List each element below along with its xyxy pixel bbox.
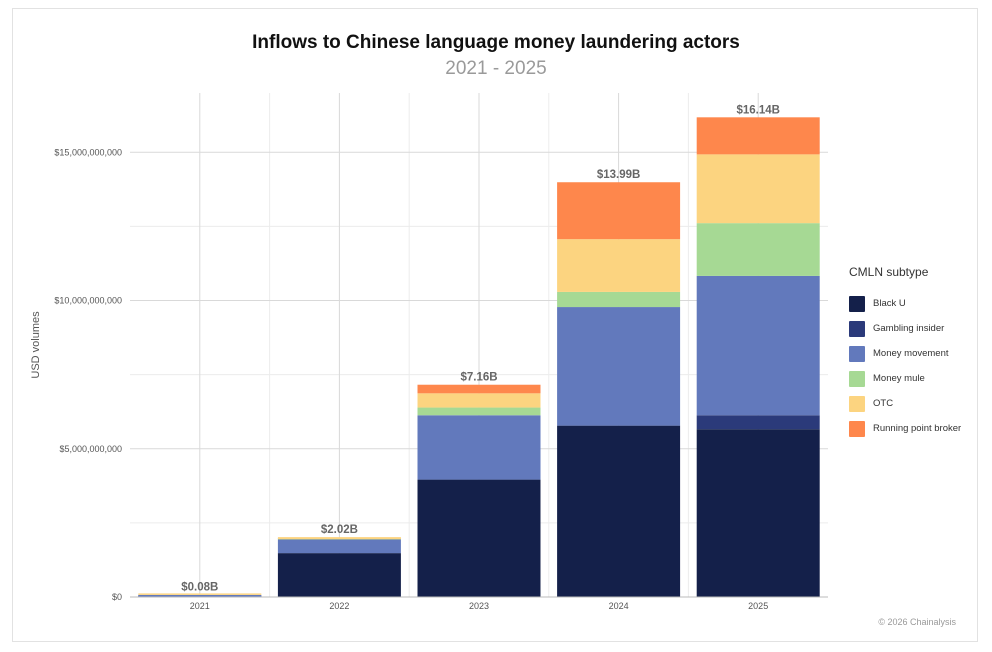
legend-item[interactable]: Money movement — [849, 341, 961, 366]
legend-label: Money mule — [873, 373, 925, 384]
legend-item[interactable]: Running point broker — [849, 416, 961, 441]
y-tick-label: $5,000,000,000 — [59, 444, 122, 454]
bar-segment-black-u — [557, 425, 681, 597]
bar-segment-otc — [557, 239, 681, 292]
bar-segment-otc — [277, 537, 401, 540]
x-tick-label: 2023 — [469, 601, 489, 611]
x-tick-label: 2022 — [329, 601, 349, 611]
bar-segment-otc — [417, 393, 541, 408]
y-tick-label: $0 — [112, 592, 122, 602]
total-label: $7.16B — [460, 372, 497, 384]
legend-label: Gambling insider — [873, 323, 945, 334]
bar-segment-gambling-insider — [696, 415, 820, 430]
bar-segment-money-mule — [696, 223, 820, 276]
total-label: $0.08B — [181, 582, 218, 594]
legend-item[interactable]: Gambling insider — [849, 316, 961, 341]
y-axis-title: USD volumes — [30, 311, 42, 379]
legend-swatch — [849, 345, 865, 362]
x-tick-label: 2024 — [609, 601, 629, 611]
total-label: $16.14B — [736, 104, 779, 116]
bar-segment-running-point-broker — [417, 384, 541, 394]
legend-label: Running point broker — [873, 423, 962, 434]
total-label: $13.99B — [597, 169, 640, 181]
x-tick-label: 2021 — [190, 601, 210, 611]
legend-label: Money movement — [873, 348, 949, 359]
bar-segment-black-u — [277, 553, 401, 597]
legend-label: OTC — [873, 398, 894, 409]
y-tick-label: $10,000,000,000 — [54, 296, 122, 306]
bar-segment-money-mule — [557, 291, 681, 308]
legend-item[interactable]: OTC — [849, 391, 961, 416]
legend-swatch — [849, 370, 865, 387]
chart-title: Inflows to Chinese language money launde… — [252, 32, 740, 53]
legend-swatch — [849, 395, 865, 412]
bar-segment-money-movement — [557, 307, 681, 426]
x-tick-label: 2025 — [748, 601, 768, 611]
bar-segment-running-point-broker — [696, 117, 820, 155]
legend-item[interactable]: Black U — [849, 291, 961, 316]
bar-segment-money-movement — [138, 594, 262, 597]
legend-swatch — [849, 420, 865, 437]
copyright-text: © 2026 Chainalysis — [878, 617, 956, 627]
bar-segment-black-u — [696, 429, 820, 597]
legend-swatch — [849, 295, 865, 312]
bar-segment-money-mule — [417, 407, 541, 416]
bars — [138, 117, 820, 597]
legend-item[interactable]: Money mule — [849, 366, 961, 391]
bar-segment-otc — [696, 154, 820, 224]
chart-subtitle: 2021 - 2025 — [445, 58, 547, 79]
total-label: $2.02B — [321, 524, 358, 536]
legend-swatch — [849, 320, 865, 337]
legend-label: Black U — [873, 298, 906, 309]
bar-segment-black-u — [417, 479, 541, 597]
bar-segment-money-movement — [417, 415, 541, 480]
legend: CMLN subtype Black U Gambling insider Mone… — [849, 265, 961, 441]
bar-segment-money-movement — [696, 275, 820, 416]
bar-segment-running-point-broker — [557, 182, 681, 240]
axes: $0 $5,000,000,000 $10,000,000,000 $15,000,0… — [30, 147, 828, 611]
y-tick-label: $15,000,000,000 — [54, 147, 122, 157]
bar-segment-money-movement — [277, 539, 401, 554]
total-labels: $0.08B $2.02B $7.16B $13.99B $16.14B — [181, 104, 780, 593]
legend-title: CMLN subtype — [849, 265, 929, 279]
bar-segment-otc — [138, 593, 262, 595]
